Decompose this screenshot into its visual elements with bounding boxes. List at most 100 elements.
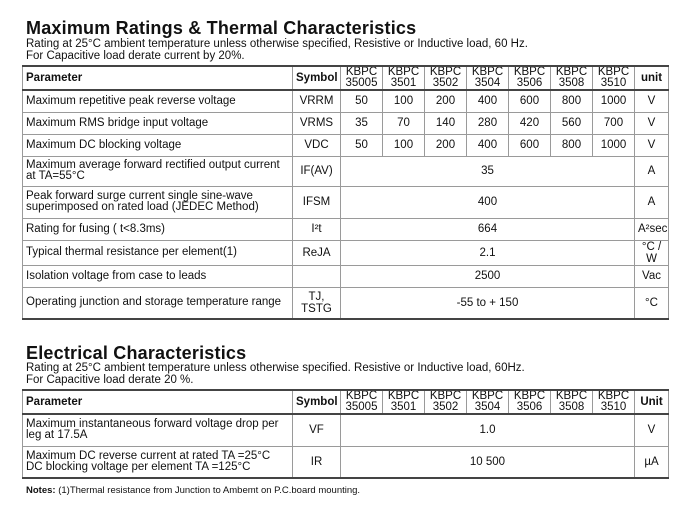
col-model: KBPC 3508 (550, 65, 593, 91)
cell: A (634, 185, 669, 219)
notes-label: Notes: (26, 485, 56, 496)
table-row: Rating for fusing ( t<8.3ms) I²t 664 A²s… (22, 217, 669, 241)
cell: 3504 (474, 401, 501, 413)
cell: 35005 (345, 77, 378, 89)
cell: 3504 (474, 77, 501, 89)
cell: 1.0 (340, 413, 635, 447)
col-symbol: Symbol (292, 389, 341, 415)
cell: 200 (424, 133, 467, 157)
col-model: KBPC 3501 (382, 389, 425, 415)
cell: KBPC (387, 66, 420, 78)
cell: IF(AV) (292, 155, 341, 187)
cell: °C / W (634, 239, 669, 266)
cell: KBPC (471, 66, 504, 78)
cell: 50 (340, 133, 383, 157)
cell: 3506 (516, 401, 543, 413)
cell: µA (634, 445, 669, 479)
table-row: Isolation voltage from case to leads 250… (22, 264, 669, 288)
cell: V (634, 89, 669, 113)
cell: KBPC (597, 66, 630, 78)
cell: 50 (340, 89, 383, 113)
col-model: KBPC 3502 (424, 65, 467, 91)
cell: IR (292, 445, 341, 479)
cell: VDC (292, 133, 341, 157)
cell: 3510 (600, 77, 627, 89)
cell: KBPC (555, 390, 588, 402)
cell: 420 (508, 111, 551, 135)
cell: 700 (592, 111, 635, 135)
cell: KBPC (513, 66, 546, 78)
ratings-title: Maximum Ratings & Thermal Characteristic… (26, 18, 417, 38)
cell: 3506 (516, 77, 543, 89)
cell: KBPC (429, 66, 462, 78)
col-model: KBPC 3508 (550, 389, 593, 415)
cell: KBPC (345, 66, 378, 78)
cell: 100 (382, 89, 425, 113)
col-model: KBPC 3510 (592, 389, 635, 415)
cell: Maximum repetitive peak reverse voltage (22, 89, 293, 113)
col-model: KBPC 3506 (508, 65, 551, 91)
cell: Maximum RMS bridge input voltage (22, 111, 293, 135)
cell: 3508 (558, 77, 585, 89)
notes-text: (1)Thermal resistance from Junction to A… (58, 485, 361, 496)
table-row: Maximum repetitive peak reverse voltage … (22, 89, 669, 113)
cell: 200 (424, 89, 467, 113)
cell: 400 (466, 133, 509, 157)
cell: 600 (508, 89, 551, 113)
electrical-derate-note: For Capacitive load derate 20 %. (26, 374, 194, 386)
cell: 3501 (390, 77, 417, 89)
cell: VRRM (292, 89, 341, 113)
col-model: KBPC 3504 (466, 389, 509, 415)
cell: ReJA (292, 239, 341, 266)
col-parameter: Parameter (22, 389, 293, 415)
cell: 664 (340, 217, 635, 241)
electrical-table: Parameter Symbol KBPC 35005 KBPC 3501 KBPC… (22, 389, 669, 479)
cell: TJ, TSTG (292, 286, 341, 320)
cell: Maximum DC reverse current at rated TA =… (22, 445, 293, 479)
table-row: Peak forward surge current single sine-w… (22, 185, 669, 219)
cell: 10 500 (340, 445, 635, 479)
cell: Rating for fusing ( t<8.3ms) (22, 217, 293, 241)
cell: 3510 (600, 401, 627, 413)
cell: KBPC (429, 390, 462, 402)
cell: 100 (382, 133, 425, 157)
cell: 3502 (432, 401, 459, 413)
col-symbol: Symbol (292, 65, 341, 91)
cell: V (634, 111, 669, 135)
cell: A (634, 155, 669, 187)
cell: 2.1 (340, 239, 635, 266)
ratings-conditions: Rating at 25°C ambient temperature unles… (26, 38, 528, 50)
cell: KBPC (597, 390, 630, 402)
cell: Operating junction and storage temperatu… (22, 286, 293, 320)
cell: IFSM (292, 185, 341, 219)
cell: 140 (424, 111, 467, 135)
cell: 3508 (558, 401, 585, 413)
cell: 3502 (432, 77, 459, 89)
table-row: Maximum DC reverse current at rated TA =… (22, 445, 669, 479)
electrical-conditions: Rating at 25°C ambient temperature unles… (26, 362, 525, 374)
table-row: Maximum average forward rectified output… (22, 155, 669, 187)
cell: V (634, 133, 669, 157)
cell: KBPC (471, 390, 504, 402)
cell: Isolation voltage from case to leads (22, 264, 293, 288)
col-model: KBPC 3504 (466, 65, 509, 91)
cell: 35005 (345, 401, 378, 413)
ratings-derate-note: For Capacitive load derate current by 20… (26, 50, 245, 62)
cell: 1000 (592, 133, 635, 157)
col-unit: unit (634, 65, 669, 91)
cell: °C (634, 286, 669, 320)
cell (292, 264, 341, 288)
table-row: Typical thermal resistance per element(1… (22, 239, 669, 266)
cell: KBPC (345, 390, 378, 402)
cell: KBPC (513, 390, 546, 402)
col-model: KBPC 3502 (424, 389, 467, 415)
cell: Maximum average forward rectified output… (22, 155, 293, 187)
table-row: Operating junction and storage temperatu… (22, 286, 669, 320)
cell: A²sec (634, 217, 669, 241)
cell: 2500 (340, 264, 635, 288)
table-row: Maximum DC blocking voltage VDC 50 100 20… (22, 133, 669, 157)
ratings-table: Parameter Symbol KBPC 35005 KBPC 3501 KBPC… (22, 65, 669, 320)
table-row: Maximum RMS bridge input voltage VRMS 35… (22, 111, 669, 135)
col-model: KBPC 35005 (340, 389, 383, 415)
col-model: KBPC 3506 (508, 389, 551, 415)
